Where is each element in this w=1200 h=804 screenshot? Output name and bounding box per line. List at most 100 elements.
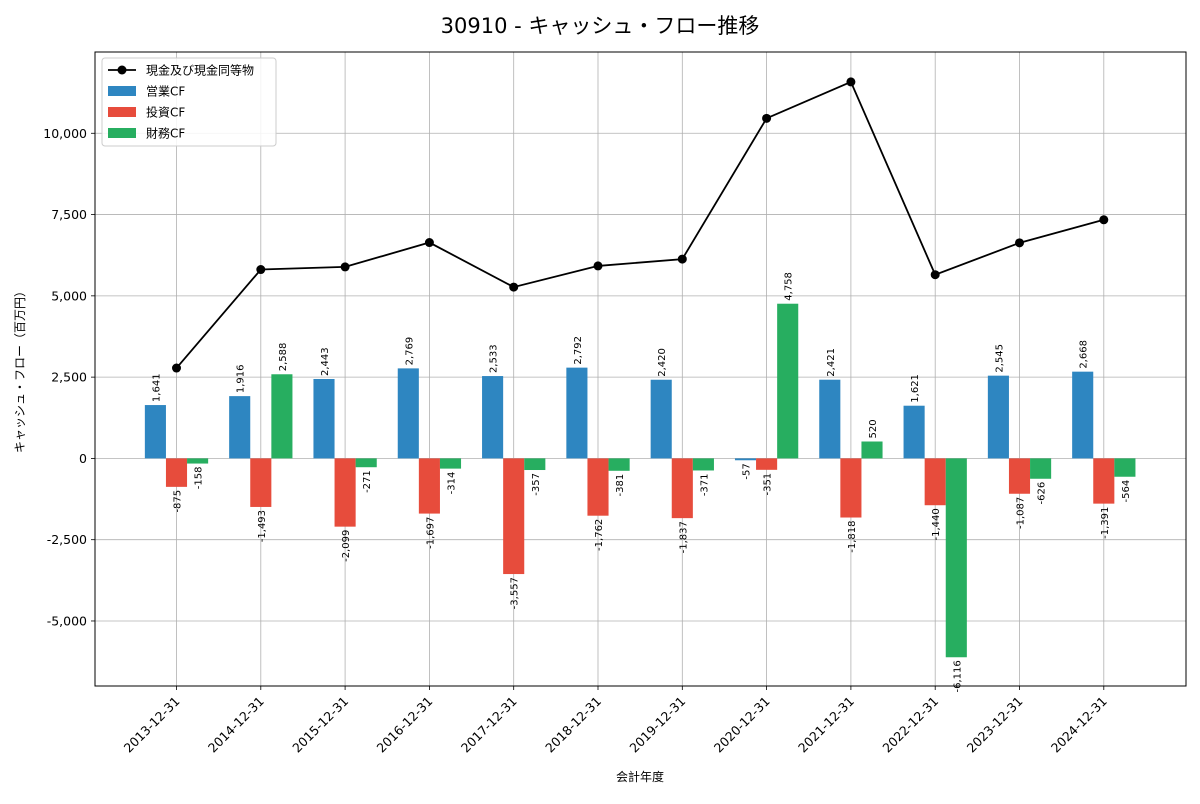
x-tick-label: 2023-12-31	[964, 694, 1026, 756]
bar	[334, 458, 356, 527]
bar	[819, 379, 841, 459]
cash-line-point	[930, 270, 940, 280]
bar	[756, 458, 778, 470]
bar-value-label: -1,391	[1100, 507, 1111, 539]
cash-line-point	[256, 265, 266, 275]
x-tick-label: 2016-12-31	[374, 694, 436, 756]
cash-line-point	[677, 254, 687, 264]
cash-line-point	[340, 262, 350, 272]
bar-value-label: -271	[362, 470, 373, 493]
bar	[313, 378, 335, 459]
legend-line-marker	[117, 65, 127, 75]
bar	[1072, 371, 1094, 459]
bar	[1114, 458, 1136, 477]
bar	[1008, 458, 1031, 494]
cash-line-point	[846, 77, 856, 87]
legend-label-cash: 現金及び現金同等物	[146, 63, 254, 78]
bar	[903, 405, 925, 459]
y-tick-label: 7,500	[51, 207, 87, 222]
plot-frame	[94, 51, 1187, 687]
bars	[144, 303, 1136, 658]
bar	[250, 458, 272, 507]
bar	[840, 458, 862, 518]
grid	[95, 52, 1186, 686]
bar-value-label: -1,440	[931, 508, 942, 540]
bar	[524, 458, 546, 471]
bar-value-label: 1,621	[910, 374, 921, 403]
legend-swatch	[108, 107, 136, 117]
bar-value-label: 2,443	[320, 347, 331, 376]
y-axis-label: キャッシュ・フロー（百万円）	[13, 285, 27, 453]
bar-value-label: 2,545	[994, 344, 1005, 373]
bar-value-label: 2,769	[404, 337, 415, 366]
y-tick-label: 10,000	[43, 126, 87, 141]
bar-value-label: -351	[763, 473, 774, 496]
bar	[945, 458, 967, 658]
y-tick-label: 2,500	[51, 370, 87, 385]
bar	[692, 458, 714, 471]
bar	[271, 374, 293, 459]
bar-value-label: 2,668	[1079, 340, 1090, 369]
x-tick-label: 2014-12-31	[205, 694, 267, 756]
bar-value-label: 2,420	[657, 348, 668, 377]
bar-value-label: -314	[447, 472, 458, 495]
bar	[187, 458, 209, 464]
x-tick-label: 2021-12-31	[795, 694, 857, 756]
bar-value-label: -626	[1037, 482, 1048, 505]
y-tick-label: -2,500	[47, 532, 87, 547]
bar-value-label: -1,697	[425, 517, 436, 549]
cash-line-point	[593, 261, 603, 271]
cash-line	[172, 77, 1109, 373]
bar-value-label: -371	[699, 473, 710, 496]
x-tick-label: 2020-12-31	[711, 694, 773, 756]
bar	[777, 303, 799, 459]
bar-value-label: -1,818	[847, 521, 858, 553]
x-tick-label: 2019-12-31	[626, 694, 688, 756]
bar	[566, 367, 588, 459]
bar-value-label: -6,116	[952, 660, 963, 692]
legend-label: 投資CF	[146, 105, 185, 120]
bar-value-label: -1,493	[257, 510, 268, 542]
bar	[608, 458, 630, 471]
bar-value-label: 2,792	[573, 336, 584, 365]
legend-swatch	[108, 86, 136, 96]
cash-line-point	[172, 363, 181, 373]
bar	[355, 458, 377, 468]
bar-value-label: 1,916	[236, 364, 247, 393]
bar-value-label: 520	[868, 419, 879, 438]
y-tick-label: 0	[79, 451, 87, 466]
y-tick-label: -5,000	[47, 613, 87, 628]
bar-value-label: -564	[1121, 480, 1132, 503]
bar	[987, 375, 1009, 459]
bar-value-label: -3,557	[510, 577, 521, 609]
x-axis-label: 会計年度	[616, 769, 664, 784]
bar-value-label: 2,421	[826, 348, 837, 377]
bar-value-label: -357	[531, 473, 542, 496]
bar-value-label: -1,087	[1016, 497, 1027, 529]
bar	[482, 376, 504, 459]
bar-value-label: -158	[194, 467, 205, 490]
cash-line-point	[1099, 215, 1109, 225]
cash-line-point	[1015, 238, 1024, 248]
bar	[397, 368, 419, 459]
bar	[924, 458, 946, 506]
bar	[861, 441, 883, 459]
legend-label: 営業CF	[146, 85, 185, 99]
bar	[165, 458, 188, 487]
legend-label: 財務CF	[146, 126, 185, 141]
bar-value-label: 2,588	[278, 343, 289, 372]
bar	[734, 458, 757, 461]
chart-title: 30910 - キャッシュ・フロー推移	[441, 14, 760, 38]
legend-box	[101, 57, 277, 147]
bar	[587, 458, 609, 516]
x-tick-label: 2022-12-31	[879, 694, 941, 756]
x-tick-label: 2018-12-31	[542, 694, 604, 756]
legend-swatch	[108, 128, 136, 138]
bar	[671, 458, 693, 519]
bar	[1093, 458, 1115, 504]
bar-value-label: -57	[742, 463, 753, 479]
bar-value-label: -2,099	[341, 530, 352, 562]
